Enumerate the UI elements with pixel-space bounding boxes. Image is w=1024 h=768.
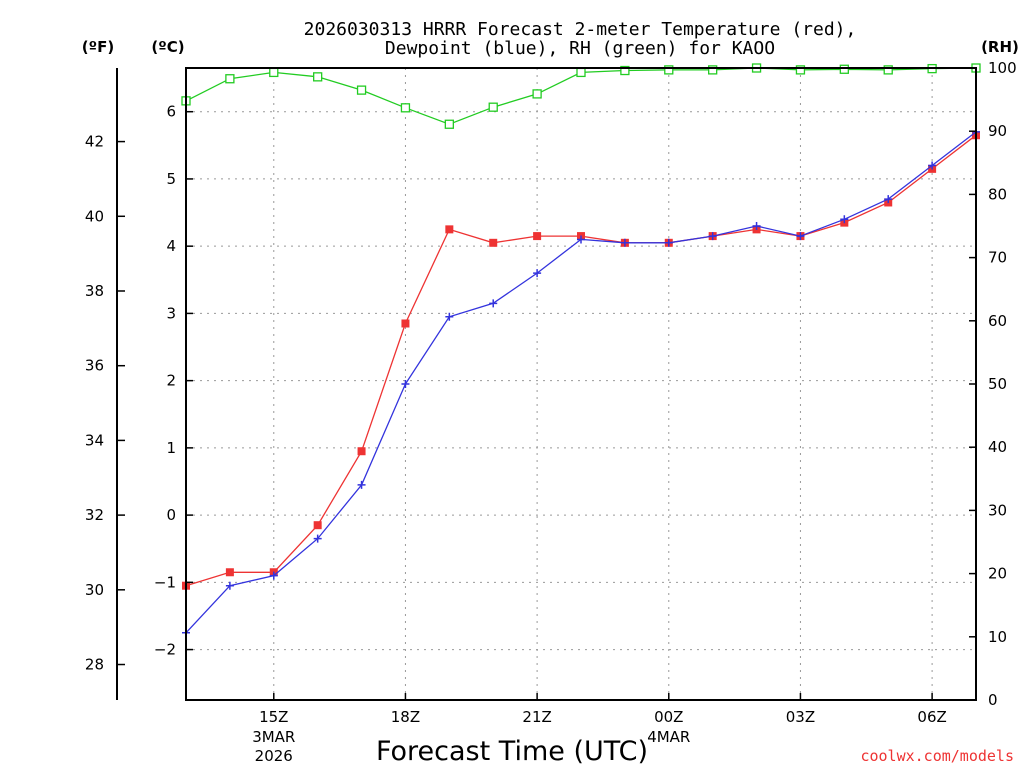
series-layer <box>181 63 981 637</box>
rh-tick-label: 60 <box>988 312 1007 330</box>
dewpoint-line <box>185 131 977 634</box>
chart-title-line1: 2026030313 HRRR Forecast 2-meter Tempera… <box>304 19 857 40</box>
rh-point <box>708 65 718 75</box>
rh-tick-label: 100 <box>988 59 1017 77</box>
fahrenheit-tick-label: 28 <box>85 656 104 674</box>
rh-tick-label: 80 <box>988 185 1007 203</box>
celsius-tick-label: −1 <box>154 573 176 591</box>
dewpoint-point <box>577 235 585 244</box>
celsius-tick-label: 1 <box>166 439 176 457</box>
dewpoint-point <box>620 238 629 247</box>
time-tick-label: 06Z <box>917 708 946 726</box>
fahrenheit-tick-label: 32 <box>85 506 104 524</box>
rh-point <box>532 89 542 99</box>
fahrenheit-tick-label: 34 <box>85 431 104 449</box>
date-label: 4MAR <box>647 728 690 746</box>
2-meter-temperature-point <box>533 232 542 241</box>
dewpoint-point <box>489 299 498 308</box>
rh-tick-label: 70 <box>988 249 1007 267</box>
rh-point <box>488 102 498 112</box>
credit-text: coolwx.com/models <box>860 747 1014 765</box>
fahrenheit-tick-label: 40 <box>85 207 104 225</box>
axis-ticks: −2−1012345628303234363840420102030405060… <box>85 59 1017 765</box>
fahrenheit-unit-label: (ºF) <box>82 38 114 56</box>
fahrenheit-tick-label: 38 <box>85 282 104 300</box>
year-label: 2026 <box>255 747 293 765</box>
rh-point <box>313 72 323 82</box>
fahrenheit-tick-label: 42 <box>85 133 104 151</box>
time-tick-label: 00Z <box>654 708 683 726</box>
dewpoint-point <box>445 312 454 321</box>
rh-point <box>576 67 586 78</box>
2-meter-temperature-point <box>445 225 454 234</box>
date-label: 3MAR <box>252 728 295 746</box>
celsius-tick-label: 2 <box>166 372 176 390</box>
rh-point <box>444 119 454 129</box>
celsius-tick-label: −2 <box>154 641 176 659</box>
rh-tick-label: 10 <box>988 628 1007 646</box>
celsius-tick-label: 4 <box>166 237 176 255</box>
2-meter-temperature-point <box>489 238 498 247</box>
2-meter-temperature-point <box>225 568 234 577</box>
2-meter-temperature-point <box>313 521 322 530</box>
time-tick-label: 15Z <box>259 708 288 726</box>
chart-title-line2: Dewpoint (blue), RH (green) for KAOO <box>385 38 775 59</box>
dewpoint-point <box>313 534 322 543</box>
rh-tick-label: 40 <box>988 438 1007 456</box>
celsius-tick-label: 5 <box>166 170 176 188</box>
dewpoint-point <box>928 161 937 170</box>
2-meter-temperature-point <box>401 319 410 328</box>
rh-tick-label: 20 <box>988 565 1007 583</box>
time-tick-label: 03Z <box>786 708 815 726</box>
celsius-tick-label: 0 <box>166 506 176 524</box>
rh-point <box>839 64 849 74</box>
rh-point <box>795 65 806 75</box>
rh-point <box>400 103 411 113</box>
fahrenheit-tick-label: 30 <box>85 581 104 599</box>
dewpoint-point <box>664 238 673 247</box>
dewpoint-point <box>884 195 893 204</box>
dewpoint-point <box>752 222 761 230</box>
rh-tick-label: 50 <box>988 375 1007 393</box>
plot-frame <box>185 67 977 701</box>
time-tick-label: 18Z <box>391 708 420 726</box>
dewpoint-point <box>401 380 410 388</box>
rh-tick-label: 90 <box>988 122 1007 140</box>
rh-point <box>883 65 893 75</box>
dewpoint-point <box>269 571 278 580</box>
rh-tick-label: 0 <box>988 691 998 709</box>
dewpoint-point <box>796 232 805 241</box>
dewpoint-point <box>533 269 542 278</box>
rh-point <box>664 65 674 75</box>
rh-point <box>269 67 279 78</box>
rh-point <box>356 85 367 95</box>
rh-tick-label: 30 <box>988 501 1007 519</box>
gridlines <box>186 68 976 700</box>
celsius-tick-label: 6 <box>166 103 176 121</box>
dewpoint-point <box>708 232 717 241</box>
dewpoint-point <box>225 581 234 590</box>
fahrenheit-tick-label: 36 <box>85 357 104 375</box>
rh-point <box>225 74 235 84</box>
celsius-tick-label: 3 <box>166 304 176 322</box>
x-axis-label: Forecast Time (UTC) <box>376 736 648 767</box>
rh-point <box>620 65 630 76</box>
time-tick-label: 21Z <box>522 708 551 726</box>
dewpoint-point <box>840 215 849 224</box>
celsius-unit-label: (ºC) <box>151 38 184 56</box>
2-meter-temperature-point <box>357 447 366 456</box>
rh-unit-label: (RH) <box>981 38 1019 56</box>
2-meter-temperature-line <box>185 134 977 587</box>
dewpoint-point <box>357 480 366 489</box>
